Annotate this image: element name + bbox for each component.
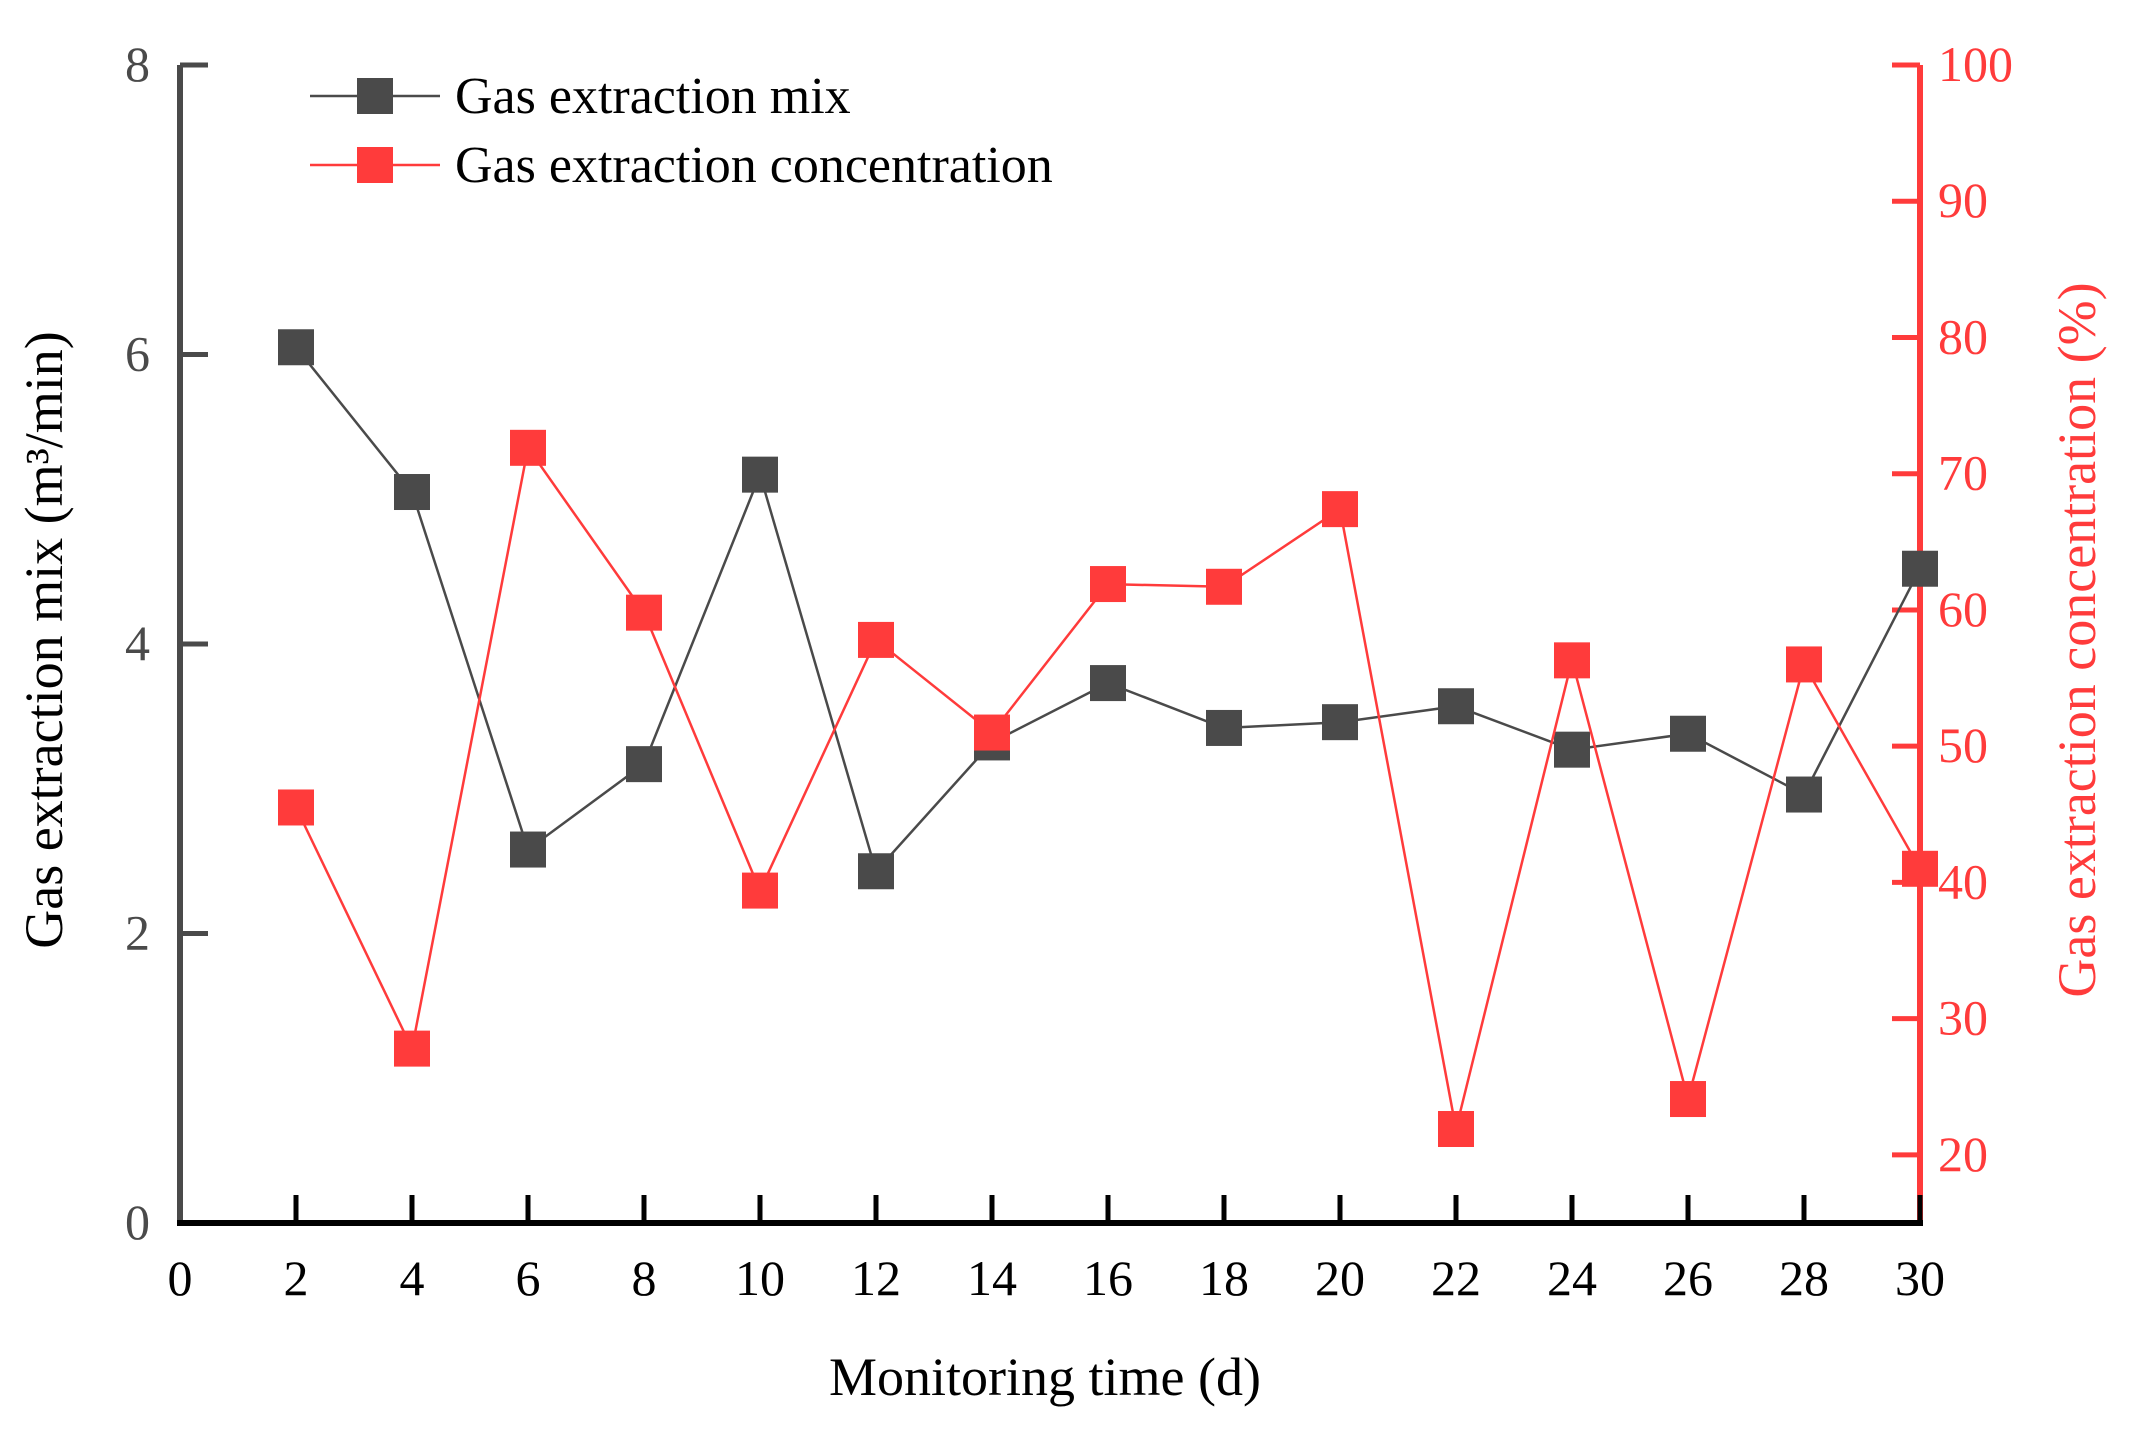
y-right-tick-label: 80: [1938, 308, 1988, 364]
series-layer: [278, 329, 1938, 1147]
x-tick-label: 30: [1895, 1250, 1945, 1306]
mix-data-point: [1438, 688, 1474, 725]
y-right-tick-label: 70: [1938, 445, 1988, 501]
legend: Gas extraction mix Gas extraction concent…: [310, 68, 1053, 194]
x-tick-label: 8: [632, 1250, 657, 1306]
mix-data-point: [858, 853, 894, 890]
mix-data-point: [1786, 776, 1822, 813]
concentration-data-point: [742, 872, 778, 909]
concentration-data-point: [510, 429, 546, 466]
mix-data-point: [510, 831, 546, 868]
y-right-tick-label: 30: [1938, 990, 1988, 1046]
concentration-data-point: [1438, 1110, 1474, 1147]
x-tick-label: 26: [1663, 1250, 1713, 1306]
x-tick-label: 16: [1083, 1250, 1133, 1306]
y-right-tick-label: 60: [1938, 581, 1988, 637]
y-left-tick-label: 0: [125, 1194, 150, 1250]
concentration-data-point: [1090, 566, 1126, 603]
mix-data-point: [278, 329, 314, 366]
x-tick-label: 12: [851, 1250, 901, 1306]
mix-data-point: [1554, 731, 1590, 768]
legend-label-0: Gas extraction mix: [455, 68, 851, 125]
mix-data-point: [1902, 550, 1938, 587]
mix-data-point: [1670, 715, 1706, 752]
x-tick-label: 10: [735, 1250, 785, 1306]
y-right-tick-label: 40: [1938, 853, 1988, 909]
concentration-series-line: [294, 444, 1922, 1130]
concentration-data-point: [1902, 850, 1938, 887]
y-left-tick-label: 4: [125, 615, 150, 671]
concentration-data-point: [858, 621, 894, 658]
y-right-tick-label: 100: [1938, 36, 2013, 92]
x-tick-label: 18: [1199, 1250, 1249, 1306]
x-axis-title: Monitoring time (d): [829, 1347, 1261, 1407]
concentration-data-point: [278, 789, 314, 826]
y-left-tick-label: 8: [125, 36, 150, 92]
mix-data-point: [1322, 704, 1358, 741]
y-right-tick-label: 20: [1938, 1126, 1988, 1182]
concentration-data-point: [394, 1030, 430, 1067]
x-tick-label: 24: [1547, 1250, 1597, 1306]
legend-marker-0: [357, 78, 393, 114]
y-right-tick-label: 50: [1938, 717, 1988, 773]
y-left-tick-label: 2: [125, 905, 150, 961]
mix-data-point: [1090, 665, 1126, 702]
concentration-data-point: [1554, 642, 1590, 679]
x-tick-label: 6: [516, 1250, 541, 1306]
x-tick-label: 14: [967, 1250, 1017, 1306]
mix-data-point: [626, 746, 662, 783]
y-left-tick-label: 6: [125, 326, 150, 382]
x-tick-label: 28: [1779, 1250, 1829, 1306]
concentration-data-point: [1670, 1081, 1706, 1118]
concentration-data-point: [626, 594, 662, 631]
x-tick-label: 22: [1431, 1250, 1481, 1306]
x-tick-label: 0: [168, 1250, 193, 1306]
concentration-data-point: [1786, 646, 1822, 683]
mix-data-point: [742, 456, 778, 493]
concentration-data-point: [1322, 491, 1358, 528]
y-right-axis-title: Gas extraction concentration (%): [2047, 282, 2107, 997]
mix-data-point: [394, 474, 430, 511]
concentration-data-point: [1206, 568, 1242, 605]
mix-data-point: [1206, 709, 1242, 746]
y-left-axis-title: Gas extraction mix (m³/min): [14, 331, 74, 949]
legend-marker-1: [357, 147, 393, 183]
x-tick-label: 20: [1315, 1250, 1365, 1306]
legend-label-1: Gas extraction concentration: [455, 137, 1053, 194]
concentration-data-point: [974, 714, 1010, 751]
y-right-tick-label: 90: [1938, 172, 1988, 228]
x-tick-label: 2: [284, 1250, 309, 1306]
x-tick-label: 4: [400, 1250, 425, 1306]
mix-series-line: [295, 346, 1922, 874]
